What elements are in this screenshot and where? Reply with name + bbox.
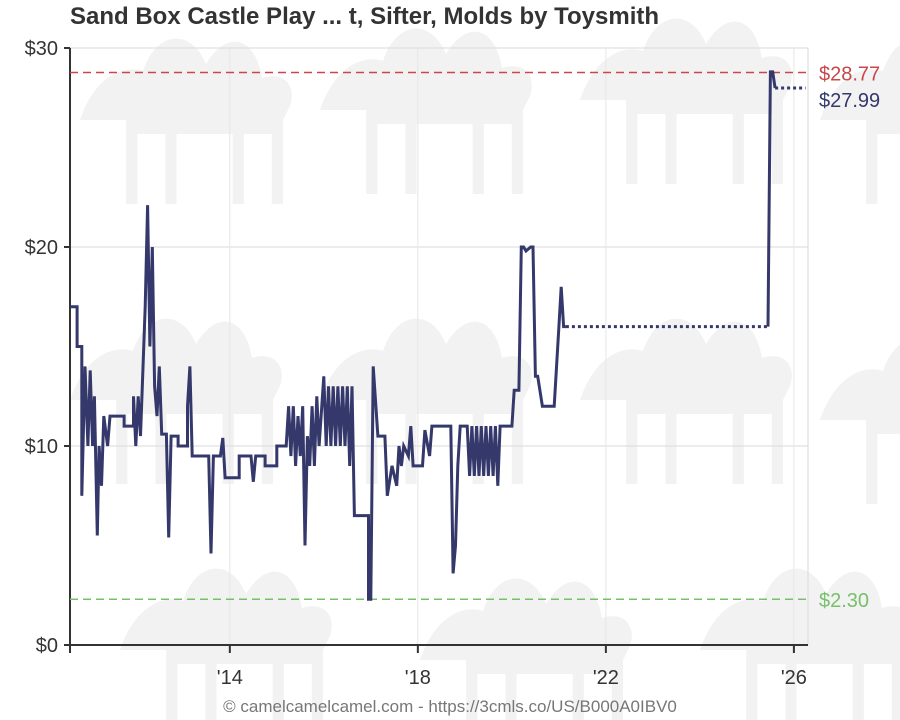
y-tick-label: $0	[36, 635, 58, 657]
camel-watermark-shape	[320, 28, 532, 194]
grid-lines	[70, 47, 809, 645]
x-tick-label: '18	[405, 667, 431, 689]
camel-watermark-shape	[820, 44, 900, 204]
current-price-label: $27.99	[819, 90, 880, 112]
camel-watermark	[70, 18, 900, 720]
reference-lines	[70, 71, 808, 600]
camel-watermark-shape	[820, 344, 900, 504]
axes	[64, 47, 808, 653]
price-series	[70, 70, 806, 601]
highest-price-label: $28.77	[819, 63, 880, 85]
x-tick-label: '14	[217, 667, 243, 689]
lowest-price-label: $2.30	[819, 590, 869, 612]
chart-title: Sand Box Castle Play ... t, Sifter, Mold…	[70, 3, 660, 30]
price-line-recent	[766, 70, 777, 327]
price-line	[70, 205, 566, 601]
footer-credit: © camelcamelcamel.com - https://3cmls.co…	[223, 697, 677, 716]
camel-watermark-shape	[420, 578, 632, 720]
y-tick-label: $30	[25, 38, 58, 60]
camel-watermark-shape	[580, 318, 792, 484]
y-tick-label: $20	[25, 237, 58, 259]
camel-watermark-shape	[70, 318, 282, 484]
x-tick-label: '26	[781, 667, 807, 689]
camel-watermark-shape	[80, 38, 292, 204]
camel-watermark-shape	[580, 18, 792, 184]
x-tick-label: '22	[593, 667, 619, 689]
tick-labels: $0 $10 $20 $30 '14 '18 '22 '26 $28.77 $2.30 $27.99	[25, 38, 881, 689]
y-tick-label: $10	[25, 436, 58, 458]
